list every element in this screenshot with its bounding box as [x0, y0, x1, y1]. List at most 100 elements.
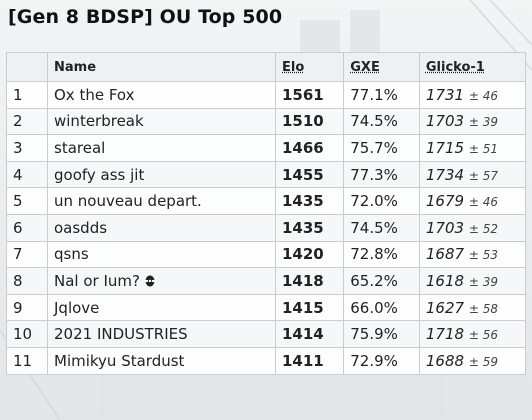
glicko-deviation: ± 39 [468, 115, 498, 130]
gxe-cell: 72.0% [343, 187, 420, 215]
rank-cell: 10 [6, 320, 48, 348]
table-row: 2 winterbreak 1510 74.5% 1703 ± 39 [6, 107, 527, 136]
name-column-header: Name [47, 52, 276, 82]
glicko-rating: 1718 [425, 325, 465, 344]
elo-cell: 1411 [274, 346, 345, 375]
glicko-deviation: ± 51 [468, 141, 498, 156]
glicko-rating: 1715 [425, 138, 465, 157]
glicko-deviation: ± 46 [468, 88, 498, 103]
glicko-rating: 1688 [425, 351, 465, 370]
player-name-cell[interactable]: stareal [47, 134, 276, 162]
glicko-column-header[interactable]: Glicko-1 [418, 52, 527, 82]
player-name-link[interactable]: qsns [54, 245, 89, 264]
glicko-cell: 1688 ± 59 [418, 346, 527, 375]
rank-column-header [6, 52, 48, 82]
gxe-column-header[interactable]: GXE [343, 52, 420, 82]
elo-cell: 1561 [274, 81, 345, 109]
elo-cell: 1466 [274, 134, 345, 162]
table-row: 9 Jqlove 1415 66.0% 1627 ± 58 [6, 293, 527, 322]
elo-cell: 1435 [274, 213, 345, 242]
elo-cell: 1420 [274, 240, 345, 269]
rank-cell: 11 [6, 346, 48, 375]
glicko-cell: 1679 ± 46 [418, 187, 527, 215]
elo-cell: 1455 [274, 160, 345, 189]
gxe-cell: 72.9% [343, 346, 420, 375]
rank-cell: 5 [6, 187, 48, 215]
player-name-cell[interactable]: 2021 INDUSTRIES [47, 320, 276, 348]
player-name-cell[interactable]: goofy ass jit [47, 160, 276, 189]
player-name-cell[interactable]: Nal or Ium? [47, 267, 276, 295]
player-name-cell[interactable]: oasdds [47, 213, 276, 242]
table-row: 3 stareal 1466 75.7% 1715 ± 51 [6, 134, 527, 162]
player-name-cell[interactable]: qsns [47, 240, 276, 269]
glicko-rating: 1627 [425, 298, 465, 317]
elo-cell: 1415 [274, 293, 345, 322]
gxe-cell: 74.5% [343, 213, 420, 242]
elo-cell: 1435 [274, 187, 345, 215]
elo-cell: 1510 [274, 107, 345, 136]
gxe-cell: 75.7% [343, 134, 420, 162]
glicko-rating: 1703 [425, 112, 465, 131]
glicko-deviation: ± 56 [468, 328, 498, 343]
gxe-cell: 72.8% [343, 240, 420, 269]
gxe-sort-link[interactable]: GXE [350, 59, 380, 75]
leaderboard-table: Name Elo GXE Glicko-1 1 Ox the Fox 1561 77.… [6, 52, 527, 375]
gxe-cell: 74.5% [343, 107, 420, 136]
glicko-rating: 1679 [425, 192, 465, 211]
glicko-cell: 1627 ± 58 [418, 293, 527, 322]
rank-cell: 9 [6, 293, 48, 322]
glicko-deviation: ± 53 [468, 248, 498, 263]
player-name-link[interactable]: Nal or Ium? [54, 271, 140, 290]
page-title: [Gen 8 BDSP] OU Top 500 [8, 6, 283, 28]
player-name-cell[interactable]: un nouveau depart. [47, 187, 276, 215]
glicko-cell: 1734 ± 57 [418, 160, 527, 189]
pokemon-sprite-icon [144, 275, 155, 287]
glicko-sort-link[interactable]: Glicko-1 [425, 59, 485, 75]
gxe-cell: 66.0% [343, 293, 420, 322]
player-name-cell[interactable]: Mimikyu Stardust [47, 346, 276, 375]
rank-cell: 1 [6, 81, 48, 109]
table-row: 4 goofy ass jit 1455 77.3% 1734 ± 57 [6, 160, 527, 189]
gxe-cell: 77.3% [343, 160, 420, 189]
elo-column-header[interactable]: Elo [274, 52, 345, 82]
table-row: 11 Mimikyu Stardust 1411 72.9% 1688 ± 59 [6, 346, 527, 375]
player-name-link[interactable]: oasdds [54, 218, 108, 237]
elo-sort-link[interactable]: Elo [282, 59, 305, 75]
player-name-cell[interactable]: Jqlove [47, 293, 276, 322]
player-name-link[interactable]: Mimikyu Stardust [54, 351, 185, 370]
rank-cell: 4 [6, 160, 48, 189]
glicko-rating: 1687 [425, 245, 465, 264]
player-name-link[interactable]: stareal [54, 138, 106, 157]
glicko-rating: 1731 [425, 85, 465, 104]
glicko-deviation: ± 59 [468, 354, 498, 369]
glicko-cell: 1687 ± 53 [418, 240, 527, 269]
player-name-cell[interactable]: Ox the Fox [47, 81, 276, 109]
glicko-deviation: ± 57 [468, 168, 498, 183]
table-row: 1 Ox the Fox 1561 77.1% 1731 ± 46 [6, 81, 527, 109]
elo-cell: 1418 [274, 267, 345, 295]
player-name-link[interactable]: Ox the Fox [54, 85, 135, 104]
table-row: 7 qsns 1420 72.8% 1687 ± 53 [6, 240, 527, 269]
glicko-cell: 1618 ± 39 [418, 267, 527, 295]
table-row: 10 2021 INDUSTRIES 1414 75.9% 1718 ± 56 [6, 320, 527, 348]
gxe-cell: 77.1% [343, 81, 420, 109]
player-name-link[interactable]: 2021 INDUSTRIES [54, 325, 188, 344]
player-name-link[interactable]: winterbreak [54, 112, 144, 131]
player-name-link[interactable]: goofy ass jit [54, 165, 145, 184]
player-name-link[interactable]: un nouveau depart. [54, 192, 202, 211]
rank-cell: 2 [6, 107, 48, 136]
rank-cell: 7 [6, 240, 48, 269]
glicko-cell: 1703 ± 39 [418, 107, 527, 136]
glicko-rating: 1703 [425, 218, 465, 237]
table-row: 8 Nal or Ium? 1418 65.2% 1618 ± 39 [6, 267, 527, 295]
glicko-deviation: ± 52 [468, 221, 498, 236]
elo-cell: 1414 [274, 320, 345, 348]
glicko-rating: 1618 [425, 271, 465, 290]
table-row: 5 un nouveau depart. 1435 72.0% 1679 ± 46 [6, 187, 527, 215]
rank-cell: 3 [6, 134, 48, 162]
glicko-rating: 1734 [425, 165, 465, 184]
glicko-deviation: ± 46 [468, 195, 498, 210]
player-name-cell[interactable]: winterbreak [47, 107, 276, 136]
glicko-deviation: ± 58 [468, 301, 498, 316]
player-name-link[interactable]: Jqlove [54, 298, 100, 317]
